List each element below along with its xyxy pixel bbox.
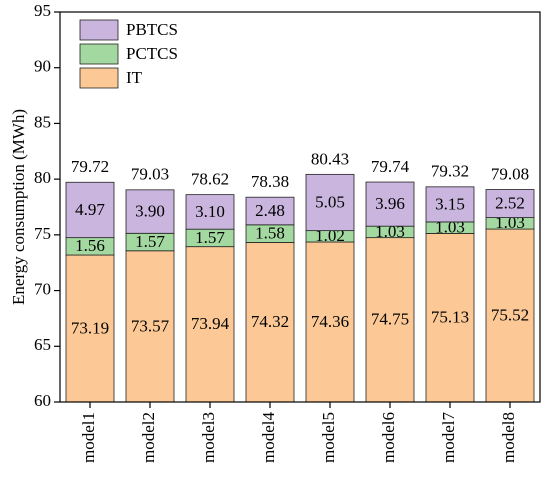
value-label: 74.36 [311,312,349,331]
total-label: 79.74 [371,157,410,176]
y-tick-label: 95 [34,1,51,20]
value-label: 74.32 [251,312,289,331]
value-label: 75.52 [491,305,529,324]
bar-segment [305,173,355,232]
bar-segment [65,181,115,239]
legend-label: PBTCS [126,20,178,39]
total-label: 80.43 [311,149,349,168]
bar-segment [185,246,235,403]
total-label: 79.03 [131,165,169,184]
bar-segment [245,242,295,403]
value-label: 5.05 [315,192,345,211]
plot-frame [59,11,541,403]
bar-segment [125,250,175,403]
bar-segment [365,237,415,403]
value-label: 1.58 [255,224,285,243]
value-label: 3.90 [135,201,165,220]
legend-swatch [79,19,119,41]
x-tick-label: model7 [439,412,458,463]
value-label: 3.10 [195,202,225,221]
value-label: 3.15 [435,194,465,213]
y-tick-label: 70 [34,279,51,298]
total-label: 79.08 [491,164,529,183]
bar-segment [125,189,175,234]
x-tick-label: model1 [79,412,98,463]
bar-segment [485,228,535,403]
legend-swatch [79,67,119,89]
legend-swatch [79,43,119,65]
value-label: 73.57 [131,316,170,335]
bar-segment [245,196,295,226]
total-label: 78.62 [191,170,229,189]
total-label: 78.38 [251,172,289,191]
y-tick-label: 65 [34,335,51,354]
y-tick-label: 80 [34,168,51,187]
y-tick-label: 60 [34,391,51,410]
x-tick-label: model2 [139,412,158,463]
bar-segment [425,186,475,223]
value-label: 75.13 [431,308,469,327]
value-label: 4.97 [75,200,105,219]
y-tick-label: 75 [34,224,51,243]
value-label: 2.48 [255,201,285,220]
bar-segment [425,233,475,403]
value-label: 1.57 [135,232,165,251]
bar-segment [185,194,235,230]
bar-segment [305,241,355,403]
x-tick-label: model5 [319,412,338,463]
y-axis-label: Energy consumption (MWh) [9,109,28,305]
bar-segment [65,254,115,403]
value-label: 73.19 [71,318,109,337]
bar-segment [365,181,415,227]
value-label: 1.56 [75,236,105,255]
total-label: 79.32 [431,162,469,181]
value-label: 3.96 [375,194,405,213]
legend-label: IT [126,68,143,87]
x-tick-label: model4 [259,412,278,463]
y-tick-label: 85 [34,112,51,131]
value-label: 1.57 [195,228,225,247]
value-label: 74.75 [371,310,409,329]
x-tick-label: model3 [199,412,218,463]
value-label: 2.52 [495,193,525,212]
value-label: 73.94 [191,314,230,333]
x-tick-label: model6 [379,412,398,463]
total-label: 79.72 [71,157,109,176]
bar-segment [485,189,535,218]
y-tick-label: 90 [34,57,51,76]
x-tick-label: model8 [499,412,518,463]
legend-label: PCTCS [126,44,178,63]
